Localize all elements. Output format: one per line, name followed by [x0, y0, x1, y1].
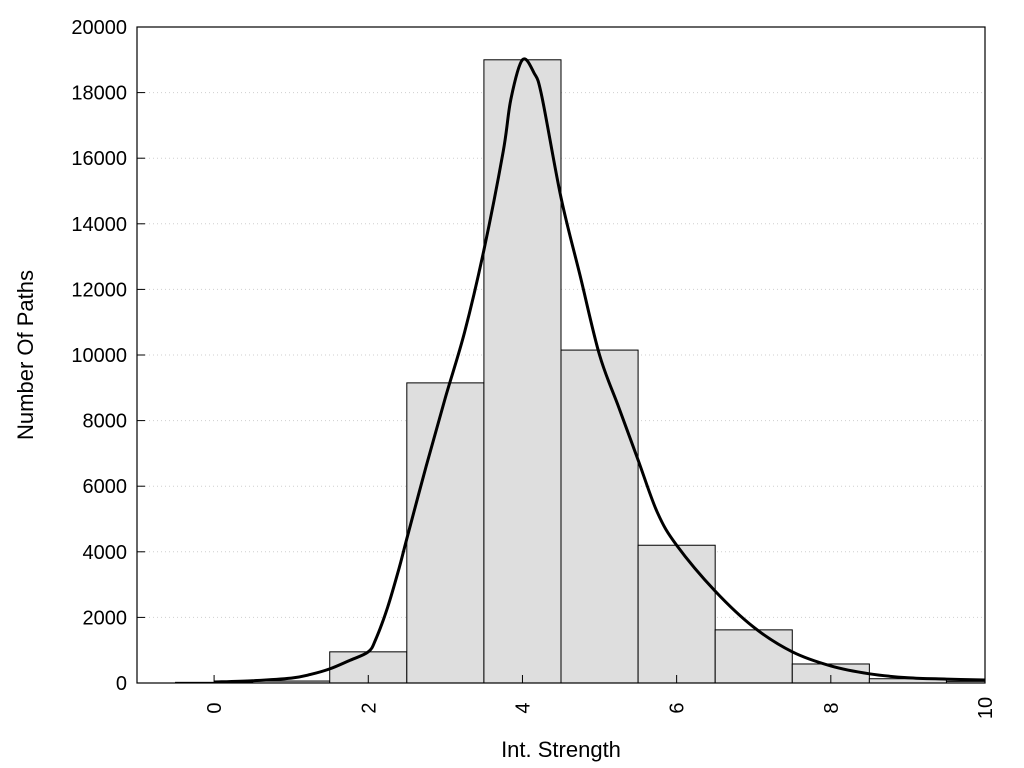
histogram-bar: [483, 59, 562, 684]
y-tick-label: 20000: [71, 17, 127, 39]
fit-curve-layer: [214, 57, 986, 684]
y-tick-label: 14000: [71, 214, 127, 236]
x-tick-label: 2: [358, 702, 380, 713]
y-axis-label: Number Of Paths: [13, 270, 38, 440]
histogram-bars: [175, 59, 986, 684]
y-tick-label: 0: [116, 673, 127, 695]
x-tick-label: 0: [204, 702, 226, 713]
histogram-bar: [406, 382, 485, 684]
y-tick-label: 18000: [71, 83, 127, 105]
y-tick-label: 12000: [71, 279, 127, 301]
histogram-bar: [714, 629, 793, 684]
y-tick-label: 8000: [83, 411, 128, 433]
y-tick-label: 6000: [83, 476, 128, 498]
y-axis-ticks: 0 2000 4000 6000 8000 10000 12000 14000 16000 180…: [71, 17, 145, 695]
x-axis-label: Int. Strength: [501, 737, 621, 762]
x-tick-label: 8: [821, 702, 843, 713]
y-tick-label: 4000: [83, 542, 128, 564]
x-tick-label: 10: [975, 697, 997, 719]
y-tick-label: 10000: [71, 345, 127, 367]
x-tick-label: 4: [512, 702, 534, 713]
histogram-bar: [637, 544, 716, 684]
y-tick-label: 16000: [71, 148, 127, 170]
fit-curve: [214, 57, 986, 684]
y-tick-label: 2000: [83, 607, 128, 629]
histogram-bar: [560, 349, 639, 684]
x-axis-ticks: 0 2 4 6 8 10: [204, 675, 997, 719]
x-tick-label: 6: [667, 702, 689, 713]
